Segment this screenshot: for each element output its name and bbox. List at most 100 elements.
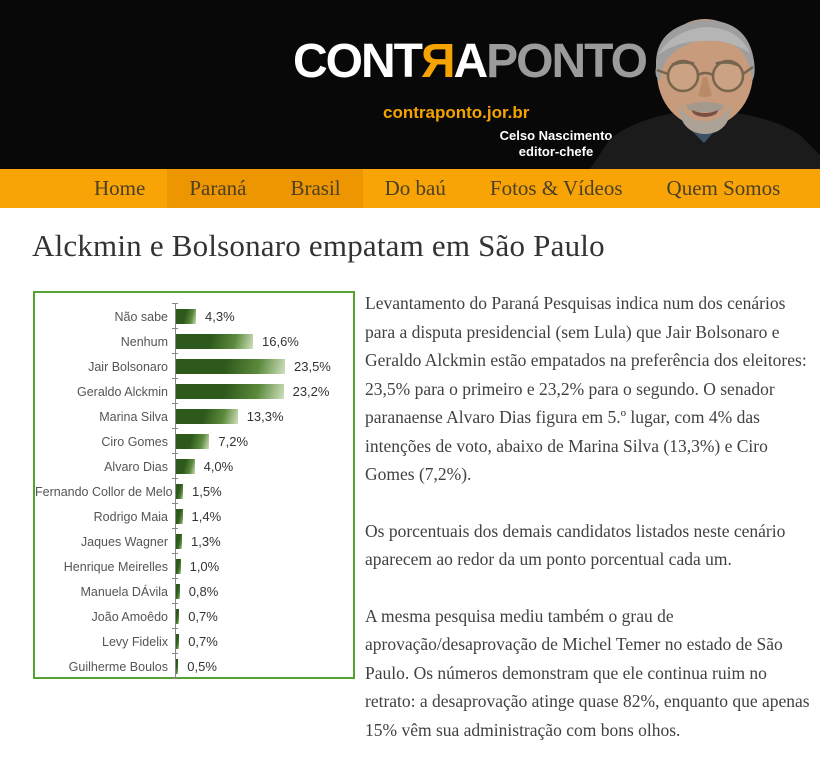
- chart-row: Jair Bolsonaro 23,5%: [35, 353, 353, 379]
- editor-name: Celso Nascimento: [499, 128, 613, 143]
- editor-photo: [588, 15, 820, 169]
- chart-value-label: 1,4%: [191, 509, 222, 524]
- chart-category-label: Geraldo Alckmin: [76, 384, 168, 399]
- article: Alckmin e Bolsonaro empatam em São Paulo…: [0, 228, 820, 772]
- chart-bar: [176, 534, 182, 549]
- chart-row: Manuela DÁvila 0,8%: [35, 578, 353, 604]
- chart-row: Marina Silva 13,3%: [35, 403, 353, 429]
- chart-bar-area: 13,3%: [172, 403, 353, 429]
- nav-item-brasil[interactable]: Brasil: [268, 169, 363, 208]
- chart-row: Nenhum 16,6%: [35, 328, 353, 354]
- article-title: Alckmin e Bolsonaro empatam em São Paulo: [32, 228, 605, 263]
- logo-text-part: A: [453, 35, 488, 88]
- chart-category-label: João Amoêdo: [91, 609, 168, 624]
- chart-row: Fernando Collor de Melo 1,5%: [35, 478, 353, 504]
- nav-item-do-bau[interactable]: Do baú: [384, 176, 446, 200]
- chart-value-label: 0,7%: [188, 609, 218, 624]
- chart-bar-area: 0,5%: [172, 653, 353, 679]
- site-url-link[interactable]: contraponto.jor.br: [383, 103, 530, 122]
- paragraph: A mesma pesquisa mediu também o grau de …: [365, 605, 810, 740]
- chart-category-label: Rodrigo Maia: [93, 509, 168, 524]
- chart-bar-area: 1,5%: [172, 478, 353, 504]
- chart-row: Levy Fidelix 0,7%: [35, 628, 353, 654]
- chart-bar-area: 23,5%: [172, 353, 353, 379]
- chart-bar-area: 1,4%: [172, 503, 353, 529]
- chart-value-label: 23,2%: [292, 384, 330, 399]
- chart-value-label: 1,5%: [192, 484, 222, 499]
- chart-value-label: 23,5%: [294, 359, 331, 374]
- main-nav: Home Paraná Brasil Do baú Fotos & Vídeos…: [0, 169, 820, 208]
- editor-caption: Celso Nascimento editor-chefe: [490, 128, 622, 160]
- chart-bar-area: 0,7%: [172, 603, 353, 629]
- logo-reversed-r: Я: [420, 35, 455, 88]
- chart-category-label: Fernando Collor de Melo: [35, 484, 173, 499]
- chart-row: Henrique Meirelles 1,0%: [35, 553, 353, 579]
- chart-row: Geraldo Alckmin 23,2%: [35, 378, 353, 404]
- chart-value-label: 0,5%: [187, 659, 217, 674]
- nav-item-fotos-videos[interactable]: Fotos & Vídeos: [489, 176, 623, 200]
- chart-bar: [176, 509, 183, 524]
- editor-portrait-illustration: [590, 19, 820, 169]
- chart-row: Não sabe 4,3%: [35, 303, 353, 329]
- chart-value-label: 1,3%: [191, 534, 221, 549]
- poll-bar-chart: Não sabe 4,3% Nenhum 16,6% Jair Bolsonaro 23,…: [33, 291, 355, 679]
- logo-text-part: CONT: [293, 35, 423, 88]
- chart-bar-area: 0,8%: [172, 578, 353, 604]
- nav-item-parana[interactable]: Paraná: [167, 169, 269, 208]
- chart-category-label: Nenhum: [120, 334, 168, 349]
- chart-category-label: Guilherme Boulos: [68, 659, 168, 674]
- chart-category-label: Ciro Gomes: [101, 434, 168, 449]
- chart-value-label: 1,0%: [189, 559, 220, 574]
- paragraph: Os porcentuais dos demais candidatos lis…: [365, 520, 786, 570]
- chart-row: Rodrigo Maia 1,4%: [35, 503, 353, 529]
- chart-bar: [176, 384, 284, 399]
- chart-bar-area: 1,3%: [172, 528, 353, 554]
- chart-bar-area: 16,6%: [172, 328, 353, 354]
- chart-bar-area: 23,2%: [172, 378, 353, 404]
- chart-value-label: 16,6%: [262, 334, 299, 349]
- chart-value-label: 0,7%: [188, 634, 218, 649]
- chart-value-label: 0,8%: [188, 584, 219, 599]
- chart-category-label: Jair Bolsonaro: [88, 359, 168, 374]
- editor-role: editor-chefe: [518, 144, 594, 159]
- chart-bar-area: 7,2%: [172, 428, 353, 454]
- chart-row: João Amoêdo 0,7%: [35, 603, 353, 629]
- chart-category-label: Manuela DÁvila: [80, 584, 168, 599]
- chart-bar: [176, 459, 195, 474]
- chart-value-label: 4,0%: [203, 459, 234, 474]
- chart-bar-area: 0,7%: [172, 628, 353, 654]
- chart-bar: [176, 359, 285, 374]
- chart-bar: [176, 634, 180, 649]
- site-header: CONTЯAPONTO contraponto.jor.br Celso Nas…: [0, 0, 820, 169]
- chart-value-label: 13,3%: [246, 409, 284, 424]
- chart-bar: [176, 484, 183, 499]
- chart-bar-area: 4,3%: [172, 303, 353, 329]
- chart-category-label: Henrique Meirelles: [63, 559, 168, 574]
- chart-category-label: Não sabe: [114, 309, 168, 324]
- chart-category-label: Alvaro Dias: [104, 459, 168, 474]
- chart-row: Alvaro Dias 4,0%: [35, 453, 353, 479]
- chart-bar: [176, 659, 179, 674]
- chart-category-label: Jaques Wagner: [80, 534, 168, 549]
- article-content: Não sabe 4,3% Nenhum 16,6% Jair Bolsonaro 23,…: [33, 289, 820, 772]
- chart-bar: [176, 309, 196, 324]
- paragraph: Levantamento do Paraná Pesquisas indica …: [365, 293, 807, 484]
- chart-value-label: 7,2%: [218, 434, 249, 449]
- chart-bar-area: 1,0%: [172, 553, 353, 579]
- article-body: Levantamento do Paraná Pesquisas indica …: [365, 289, 813, 772]
- chart-row: Ciro Gomes 7,2%: [35, 428, 353, 454]
- chart-row: Jaques Wagner 1,3%: [35, 528, 353, 554]
- nav-item-quem-somos[interactable]: Quem Somos: [666, 176, 781, 200]
- chart-bar: [176, 609, 180, 624]
- site-logo: CONTЯAPONTO: [293, 34, 648, 89]
- chart-bar: [176, 559, 181, 574]
- logo-text-part: PONTO: [486, 35, 648, 88]
- nav-item-home[interactable]: Home: [94, 176, 146, 200]
- chart-bar-area: 4,0%: [172, 453, 353, 479]
- chart-bar: [176, 409, 238, 424]
- chart-value-label: 4,3%: [205, 309, 235, 324]
- chart-category-label: Marina Silva: [99, 409, 168, 424]
- chart-category-label: Levy Fidelix: [102, 634, 168, 649]
- chart-bar: [176, 334, 253, 349]
- chart-bar: [176, 584, 180, 599]
